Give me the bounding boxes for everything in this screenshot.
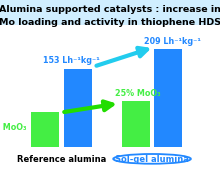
Bar <box>122 101 150 147</box>
Bar <box>31 112 59 147</box>
Text: Sol-gel alumina: Sol-gel alumina <box>115 155 189 164</box>
Text: Reference alumina: Reference alumina <box>17 155 106 164</box>
Text: 14% MoO₃: 14% MoO₃ <box>0 123 27 132</box>
Text: 209 Lh⁻¹kg⁻¹: 209 Lh⁻¹kg⁻¹ <box>144 37 201 46</box>
Text: Mo loading and activity in thiophene HDS: Mo loading and activity in thiophene HDS <box>0 18 220 27</box>
Bar <box>64 69 92 147</box>
Text: 25% MoO₃: 25% MoO₃ <box>115 88 161 98</box>
Text: 153 Lh⁻¹kg⁻¹: 153 Lh⁻¹kg⁻¹ <box>43 57 100 65</box>
Text: Alumina supported catalysts : increase in: Alumina supported catalysts : increase i… <box>0 5 220 14</box>
Bar <box>154 49 182 147</box>
